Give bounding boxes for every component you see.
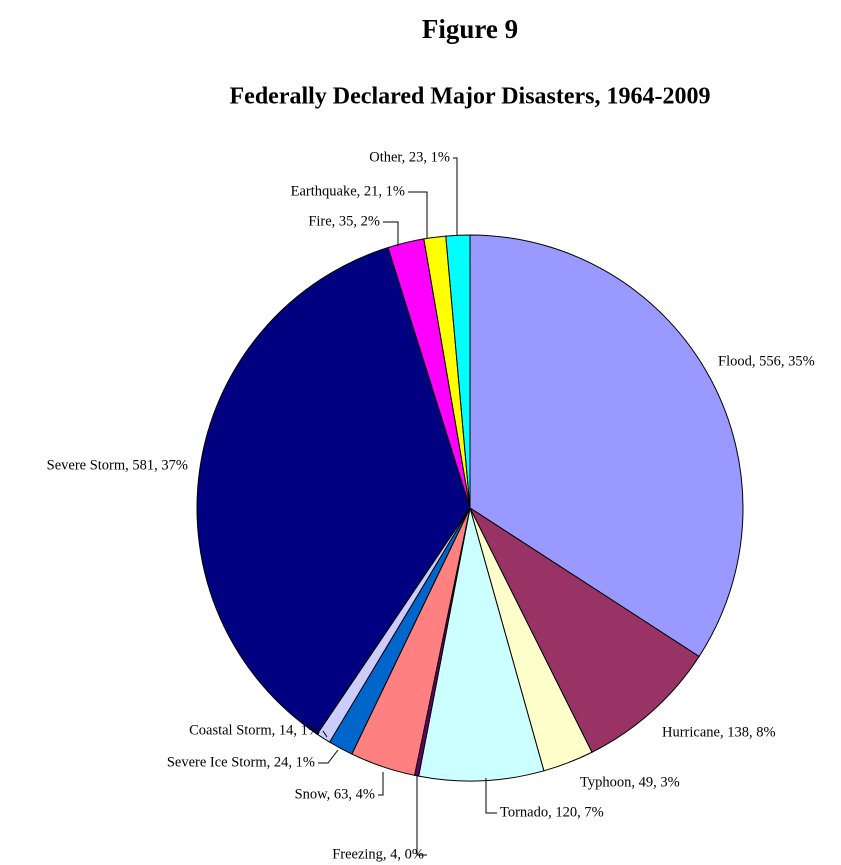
data-label: Severe Ice Storm, 24, 1% [167, 754, 315, 770]
leader-line [322, 730, 328, 738]
data-label: Fire, 35, 2% [308, 213, 380, 229]
leader-line [378, 772, 384, 796]
data-label: Severe Storm, 581, 37% [47, 457, 188, 473]
data-label: Typhoon, 49, 3% [580, 774, 680, 790]
data-label: Coastal Storm, 14, 1% [189, 722, 320, 738]
pie-slice [445, 234, 471, 509]
leader-line [383, 221, 399, 246]
pie-slice [468, 506, 700, 753]
pie-slice [469, 234, 744, 658]
leader-line [408, 191, 428, 238]
pie-slice [418, 507, 545, 782]
chart-title: Figure 9 [422, 14, 518, 44]
chart-subtitle: Federally Declared Major Disasters, 1964… [230, 84, 711, 110]
data-label: Earthquake, 21, 1% [291, 183, 405, 199]
data-label: Flood, 556, 35% [718, 353, 815, 369]
leader-line [485, 778, 497, 814]
data-label: Tornado, 120, 7% [500, 804, 604, 820]
pie-slice [196, 246, 471, 735]
leader-line [416, 776, 427, 856]
data-label: Other, 23, 1% [369, 149, 450, 165]
data-label: Snow, 63, 4% [295, 786, 375, 802]
leader-line [453, 157, 458, 236]
data-label: Freezing, 4, 0% [332, 846, 424, 862]
leader-line [318, 749, 339, 764]
data-label: Hurricane, 138, 8% [662, 724, 776, 740]
